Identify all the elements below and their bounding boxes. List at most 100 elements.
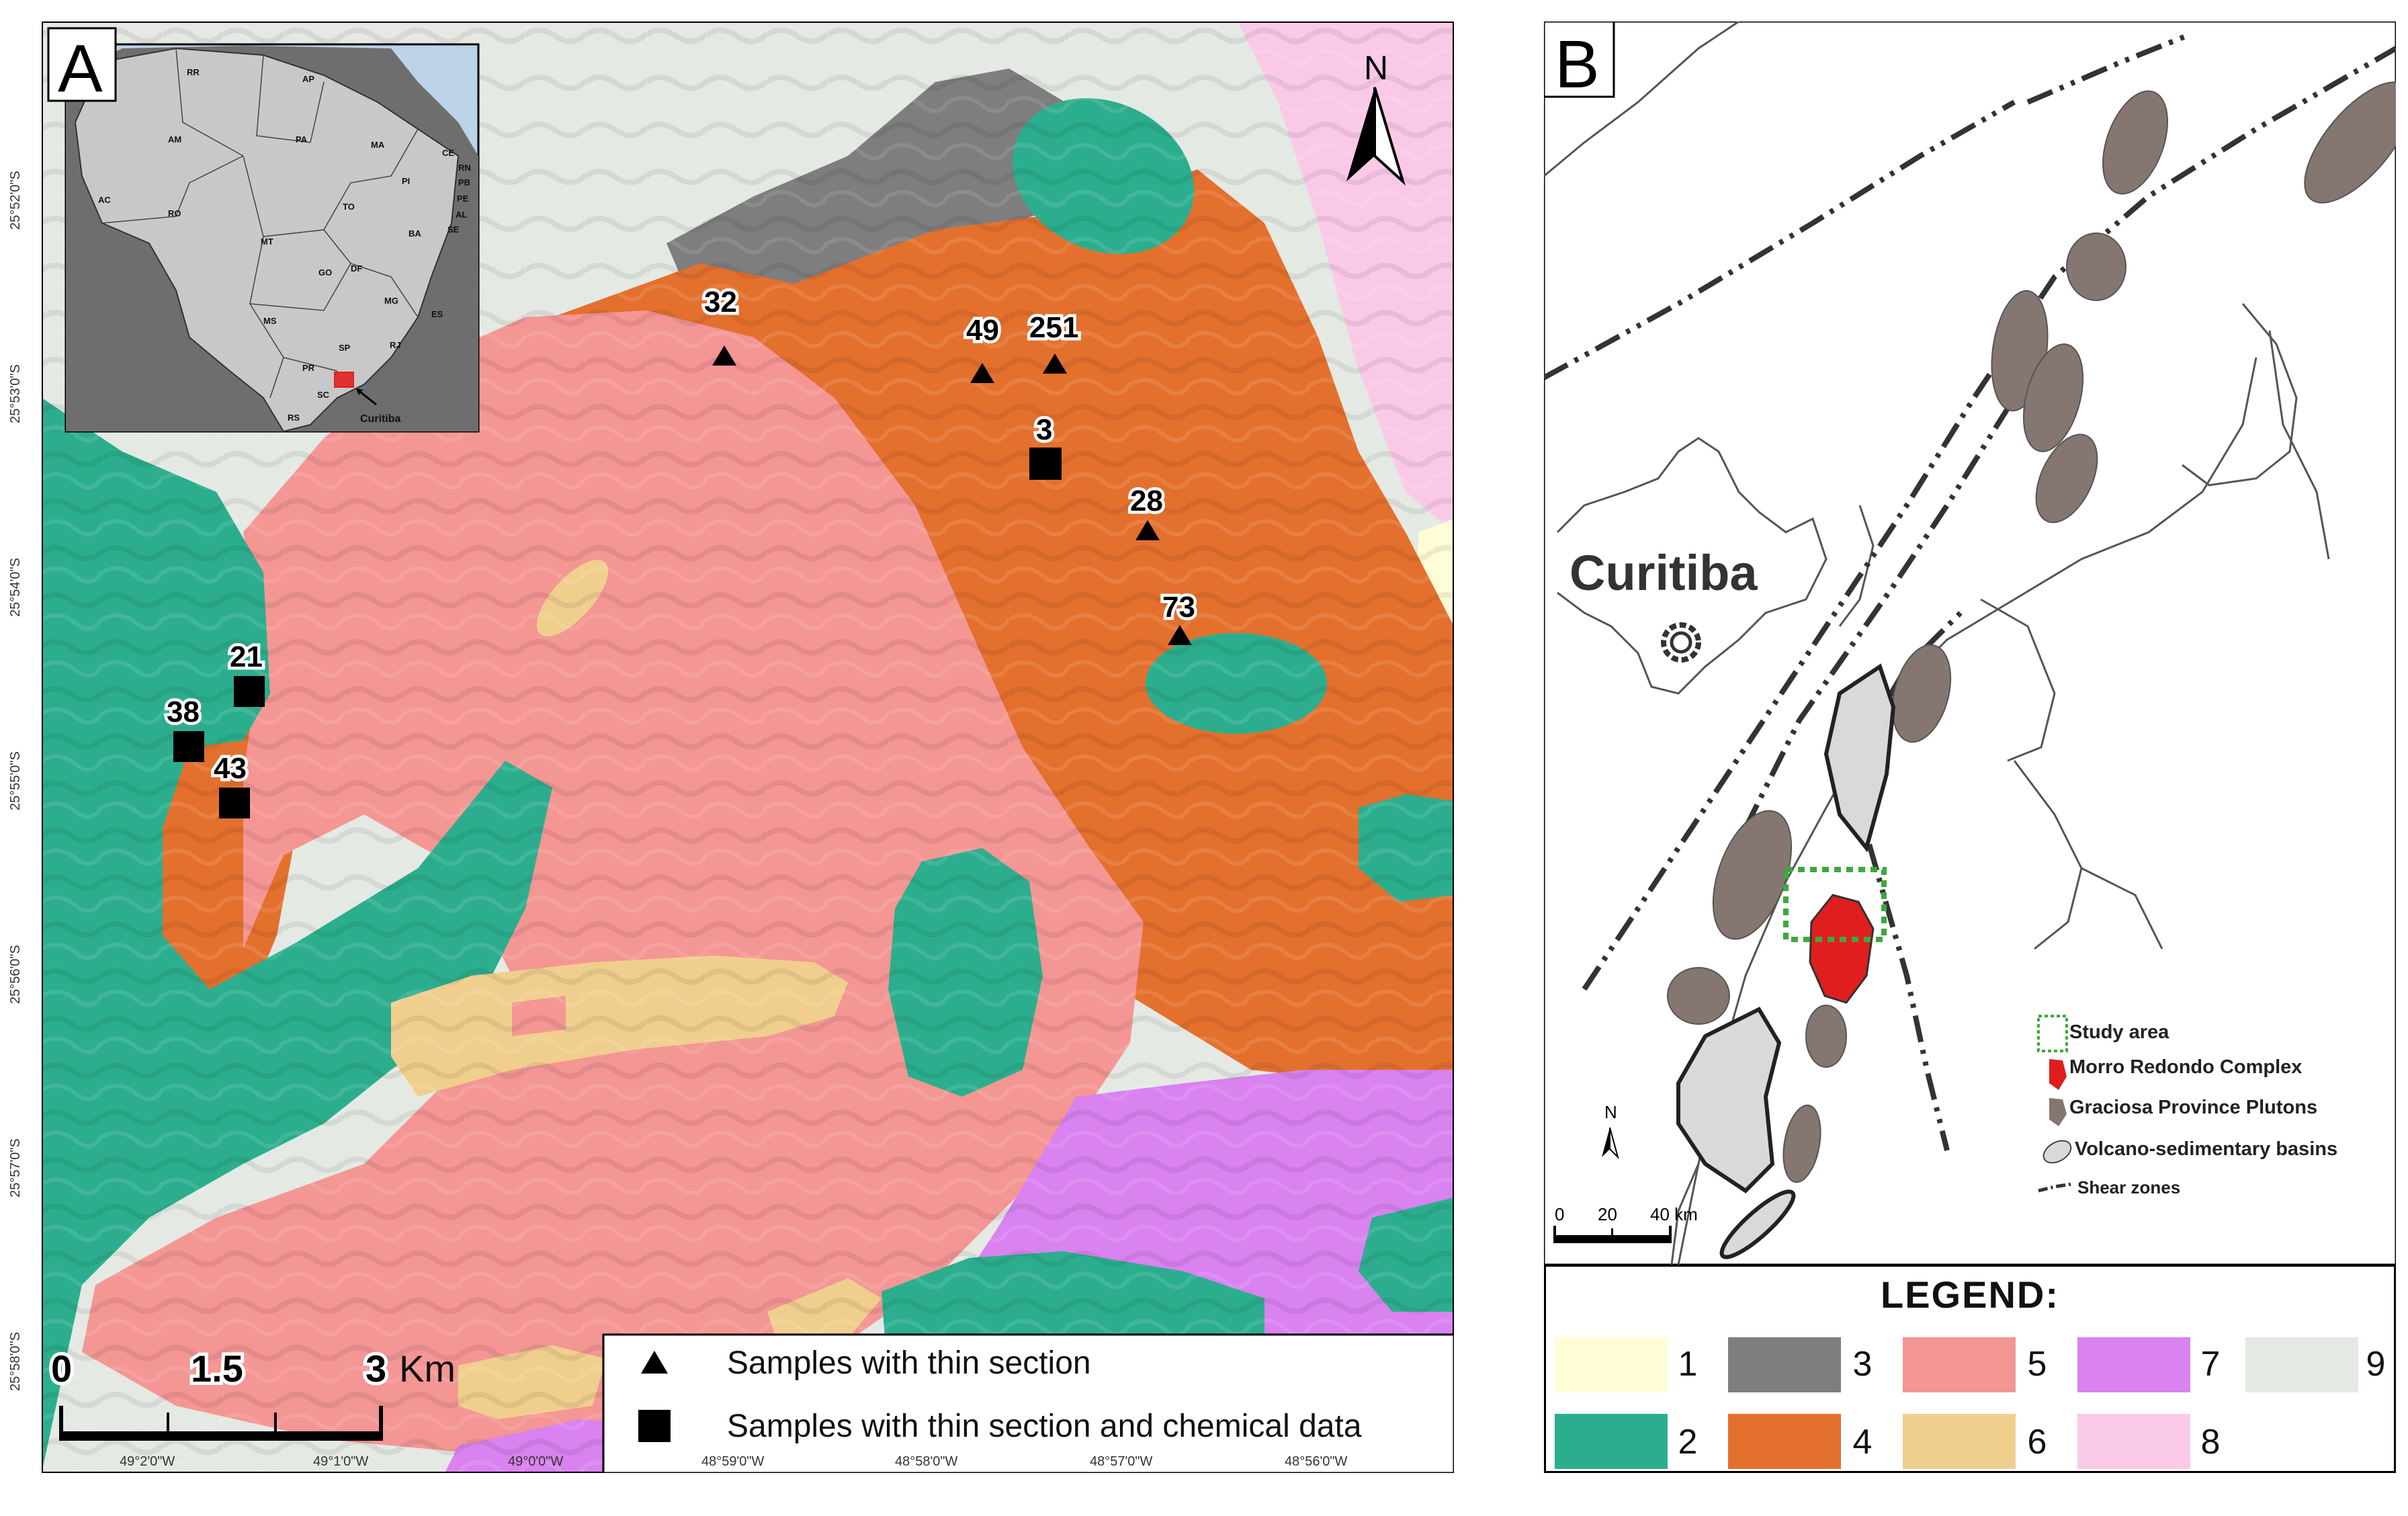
- legend-swatch-4: [1728, 1414, 1841, 1469]
- svg-text:MG: MG: [384, 296, 398, 306]
- svg-text:N: N: [1364, 49, 1388, 87]
- svg-text:PA: PA: [296, 134, 308, 144]
- lon-label: 48°59'0"W: [701, 1454, 765, 1469]
- svg-text:40 km: 40 km: [1650, 1204, 1698, 1224]
- svg-text:GO: GO: [318, 267, 332, 278]
- legend-num-8: 8: [2200, 1423, 2221, 1462]
- sample-32-label: 32: [704, 286, 737, 319]
- svg-text:MS: MS: [263, 316, 277, 326]
- svg-text:AP: AP: [302, 74, 314, 84]
- sample-points: 32 49 251 3 28 73 21 38 43: [164, 283, 1198, 818]
- sample-21-label: 21: [230, 640, 263, 673]
- sample-3-square: [1029, 448, 1062, 480]
- svg-text:PI: PI: [402, 176, 410, 186]
- lon-label: 49°2'0"W: [120, 1454, 175, 1469]
- svg-text:RS: RS: [288, 413, 300, 423]
- svg-text:AM: AM: [168, 134, 181, 144]
- svg-text:MT: MT: [261, 237, 273, 247]
- morro-redondo-complex: [1809, 894, 1875, 1004]
- triangle-symbol-icon: [641, 1351, 668, 1374]
- svg-text:SE: SE: [447, 224, 460, 235]
- svg-text:Km: Km: [399, 1347, 456, 1390]
- legend-swatch-9: [2245, 1337, 2358, 1392]
- symbol-legend: Samples with thin section Samples with t…: [602, 1333, 1454, 1473]
- lat-label: 25°52'0"S: [8, 171, 23, 230]
- legend-title: LEGEND:: [1881, 1273, 2059, 1316]
- lon-label: 49°1'0"W: [313, 1454, 369, 1469]
- legend-swatch-6: [1903, 1414, 2016, 1469]
- square-symbol-icon: [638, 1410, 671, 1442]
- sample-28-label: 28: [1130, 485, 1163, 517]
- svg-text:1.5: 1.5: [191, 1347, 243, 1390]
- legend-num-2: 2: [1678, 1423, 1698, 1462]
- svg-text:0: 0: [51, 1347, 72, 1390]
- lat-label: 25°54'0"S: [8, 558, 23, 617]
- geologic-map-panel-a: RR AP AM PA MA CE RN PB PE PI AL SE AC RO TO BA …: [8, 22, 1454, 1473]
- svg-text:BA: BA: [408, 228, 421, 239]
- sample-28-triangle: [1135, 520, 1160, 540]
- svg-text:PR: PR: [302, 363, 315, 373]
- svg-text:AC: AC: [98, 195, 111, 205]
- sample-49-label: 49: [966, 314, 999, 347]
- legend-morro-redondo: Morro Redondo Complex: [2069, 1056, 2303, 1078]
- legend-swatch-2: [1555, 1414, 1668, 1469]
- svg-text:N: N: [1604, 1102, 1617, 1122]
- svg-text:0: 0: [1555, 1204, 1564, 1224]
- legend-num-4: 4: [1852, 1423, 1873, 1462]
- lat-label: 25°55'0"S: [8, 751, 23, 810]
- svg-text:Samples with thin section: Samples with thin section: [727, 1345, 1091, 1381]
- lon-label: 48°56'0"W: [1285, 1454, 1348, 1469]
- volcano-sedimentary-basins: [1676, 663, 1896, 1259]
- svg-text:SP: SP: [339, 343, 351, 353]
- legend-num-1: 1: [1678, 1345, 1698, 1384]
- lon-label: 49°0'0"W: [508, 1454, 564, 1469]
- lat-label: 25°53'0"S: [8, 364, 23, 423]
- svg-text:RJ: RJ: [390, 340, 401, 350]
- legend-shear: Shear zones: [2077, 1177, 2181, 1197]
- regional-map: Curitiba B N 0 20 40 km: [1544, 22, 2396, 1265]
- legend-num-9: 9: [2366, 1345, 2386, 1384]
- regional-map-panel-b: Curitiba B N 0 20 40 km: [1544, 22, 2396, 1473]
- svg-text:MA: MA: [371, 140, 385, 150]
- inset-city-label: Curitiba: [360, 413, 401, 425]
- svg-text:ES: ES: [431, 309, 443, 319]
- svg-text:3: 3: [366, 1347, 386, 1390]
- city-gear-icon: [1661, 622, 1701, 663]
- lat-label: 25°58'0"S: [8, 1332, 23, 1391]
- sample-43-label: 43: [214, 752, 247, 785]
- sample-3-label: 3: [1036, 413, 1052, 446]
- sample-38-label: 38: [167, 696, 200, 728]
- legend-study-area: Study area: [2069, 1021, 2169, 1043]
- panel-letter-b: B: [1555, 27, 1600, 102]
- sample-49-triangle: [970, 363, 994, 383]
- sample-21-square: [234, 676, 265, 707]
- legend-swatch-3: [1728, 1337, 1841, 1392]
- study-area-box: [1783, 867, 1887, 942]
- svg-text:AL: AL: [456, 210, 467, 220]
- panel-letter-a: A: [58, 31, 103, 106]
- legend-basins: Volcano-sedimentary basins: [2075, 1138, 2338, 1160]
- legend-swatch-1: [1555, 1337, 1668, 1392]
- svg-text:TO: TO: [343, 202, 355, 212]
- svg-text:20: 20: [1598, 1204, 1617, 1224]
- sample-43-square: [219, 788, 250, 818]
- city-label: Curitiba: [1570, 545, 1758, 601]
- svg-text:RR: RR: [187, 67, 200, 77]
- svg-text:SC: SC: [317, 390, 330, 400]
- scale-bar-b: 0 20 40 km: [1553, 1204, 1698, 1243]
- svg-text:RO: RO: [168, 208, 181, 218]
- sample-73-label: 73: [1162, 591, 1195, 624]
- lat-label: 25°57'0"S: [8, 1138, 23, 1197]
- regional-map-legend: [2037, 1015, 2073, 1193]
- svg-text:PB: PB: [458, 177, 470, 187]
- lon-label: 48°58'0"W: [895, 1454, 958, 1469]
- sample-38-square: [173, 731, 204, 762]
- legend-graciosa: Graciosa Province Plutons: [2069, 1097, 2318, 1118]
- svg-text:RN: RN: [458, 163, 471, 173]
- legend-swatch-5: [1903, 1337, 2016, 1392]
- north-arrow: N: [1346, 49, 1406, 186]
- legend-num-3: 3: [1852, 1345, 1873, 1384]
- legend-num-6: 6: [2027, 1423, 2047, 1462]
